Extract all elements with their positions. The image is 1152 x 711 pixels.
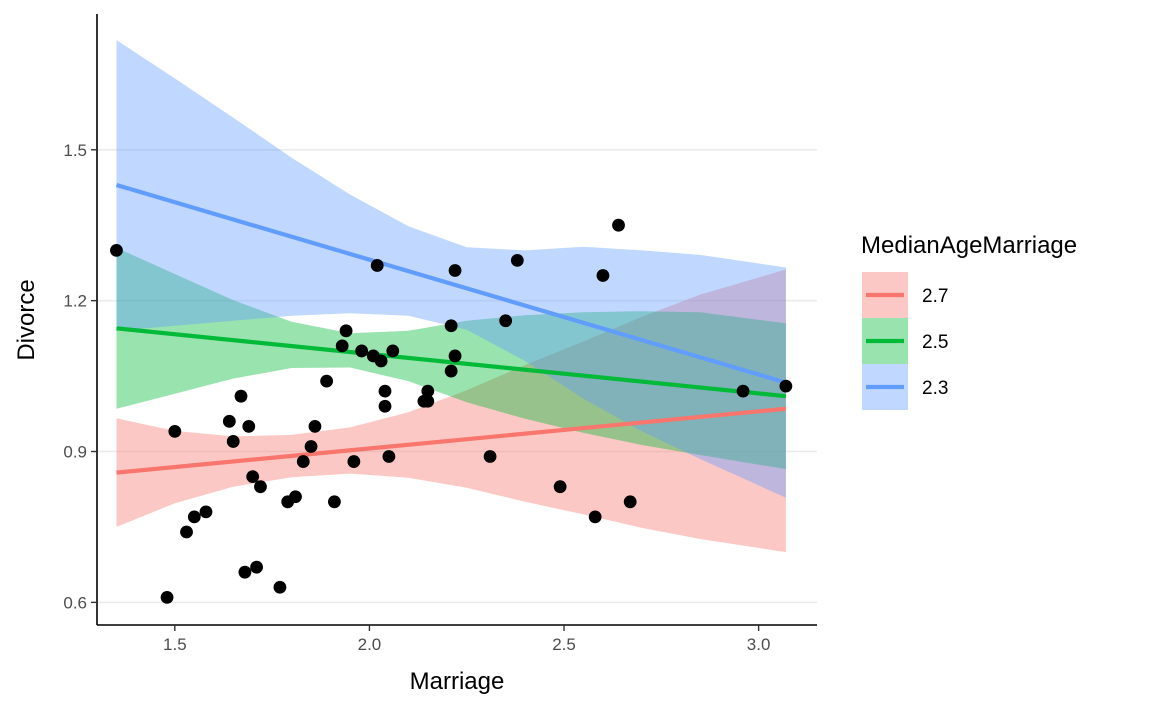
legend-item-2.3: 2.3 <box>862 364 948 410</box>
y-axis-title: Divorce <box>13 279 40 360</box>
data-point <box>328 495 341 509</box>
data-point <box>444 364 458 378</box>
data-point <box>234 389 248 403</box>
legend-item-2.5: 2.5 <box>862 318 948 364</box>
x-tick-label: 2.5 <box>552 635 576 654</box>
legend-label: 2.3 <box>922 378 948 399</box>
grid-lines <box>97 148 817 604</box>
data-point <box>160 590 174 604</box>
data-point <box>421 384 435 398</box>
data-point <box>779 379 793 393</box>
y-tick-label: 0.6 <box>63 593 87 612</box>
data-point <box>374 354 388 368</box>
data-point <box>222 414 236 428</box>
data-point <box>386 344 400 358</box>
data-point <box>180 525 193 539</box>
regression-lines <box>115 182 787 475</box>
data-point <box>448 264 462 277</box>
x-tick-label: 2.0 <box>358 635 382 654</box>
data-point <box>110 243 123 257</box>
y-tick-label: 0.9 <box>63 443 87 462</box>
data-point <box>289 490 302 504</box>
data-point <box>510 254 524 267</box>
y-ticks: 0.6 0.9 1.2 1.5 <box>63 141 97 612</box>
data-point <box>347 455 361 468</box>
data-point <box>335 339 349 353</box>
data-point <box>246 470 260 484</box>
data-point <box>355 344 369 358</box>
confidence-band-2.7 <box>116 269 786 553</box>
data-point <box>553 480 567 494</box>
regression-line-2.3 <box>115 182 787 385</box>
data-point <box>483 450 497 463</box>
x-tick-label: 3.0 <box>747 635 771 654</box>
y-tick-label: 1.5 <box>63 141 87 160</box>
legend-label: 2.5 <box>922 332 948 353</box>
data-point <box>320 374 334 388</box>
data-point <box>382 450 396 463</box>
legend-title: MedianAgeMarriage <box>861 232 1077 259</box>
data-point <box>199 505 213 519</box>
data-point <box>378 384 392 398</box>
data-point <box>238 565 252 579</box>
x-axis-title: Marriage <box>410 668 505 695</box>
data-point <box>168 424 182 438</box>
data-point <box>254 480 267 494</box>
data-point <box>242 419 256 433</box>
data-point <box>612 218 625 232</box>
data-point <box>378 399 392 413</box>
data-point <box>226 435 240 448</box>
data-point <box>250 560 263 574</box>
data-point <box>273 580 287 594</box>
data-point <box>499 314 513 328</box>
regression-line-2.5 <box>116 326 787 399</box>
data-point <box>736 384 750 398</box>
data-point <box>339 324 353 338</box>
data-point <box>444 319 458 333</box>
data-point <box>623 495 637 509</box>
legend: MedianAgeMarriage 2.7 2.5 2.3 <box>861 232 1077 410</box>
data-point <box>187 510 201 524</box>
data-point <box>308 419 322 433</box>
data-point <box>596 269 610 282</box>
legend-label: 2.7 <box>922 286 948 307</box>
axes: 1.5 2.0 2.5 3.0 0.6 0.9 1.2 1.5 <box>63 14 817 654</box>
confidence-bands <box>116 40 786 553</box>
data-point <box>421 394 435 408</box>
regression-line-2.7 <box>116 406 787 475</box>
y-tick-label: 1.2 <box>63 292 87 311</box>
data-points <box>110 218 793 604</box>
x-tick-label: 1.5 <box>163 635 187 654</box>
data-point <box>588 510 602 524</box>
legend-item-2.7: 2.7 <box>862 272 948 318</box>
x-ticks: 1.5 2.0 2.5 3.0 <box>163 625 770 654</box>
data-point <box>304 440 318 453</box>
data-point <box>448 349 462 363</box>
data-point <box>370 259 384 272</box>
data-point <box>296 455 310 468</box>
